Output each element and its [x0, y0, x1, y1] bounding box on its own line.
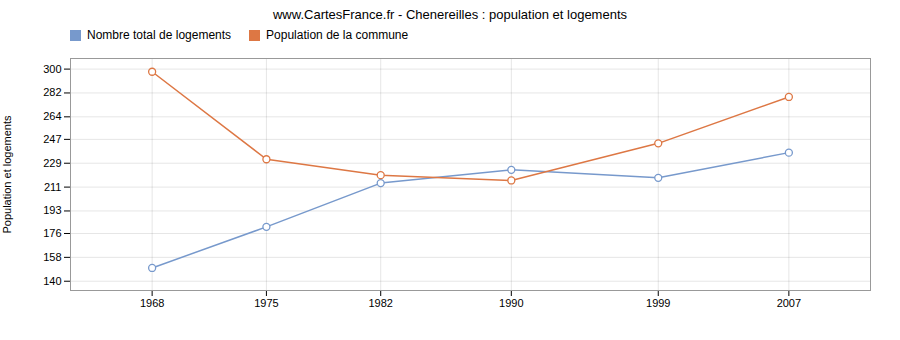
html-text:Population de la commune: Population de la commune [266, 28, 409, 42]
svg-text:193: 193 [43, 204, 61, 216]
svg-text:264: 264 [43, 110, 61, 122]
svg-text:158: 158 [43, 251, 61, 263]
svg-text:1990: 1990 [499, 297, 523, 309]
svg-text:300: 300 [43, 63, 61, 75]
svg-text:2007: 2007 [777, 297, 801, 309]
svg-text:247: 247 [43, 133, 61, 145]
svg-text:1968: 1968 [140, 297, 164, 309]
svg-text:282: 282 [43, 86, 61, 98]
svg-text:1982: 1982 [368, 297, 392, 309]
html-text:www.CartesFrance.fr - Chenerei: www.CartesFrance.fr - Chenereilles : pop… [273, 7, 627, 22]
svg-text:1975: 1975 [254, 297, 278, 309]
svg-text:229: 229 [43, 157, 61, 169]
svg-text:176: 176 [43, 227, 61, 239]
svg-text:211: 211 [44, 181, 62, 193]
svg-text:140: 140 [43, 275, 61, 287]
html-text:Nombre total de logements: Nombre total de logements [87, 28, 232, 42]
svg-text:1999: 1999 [646, 297, 670, 309]
svg-text:Population et logements: Population et logements [1, 115, 13, 234]
